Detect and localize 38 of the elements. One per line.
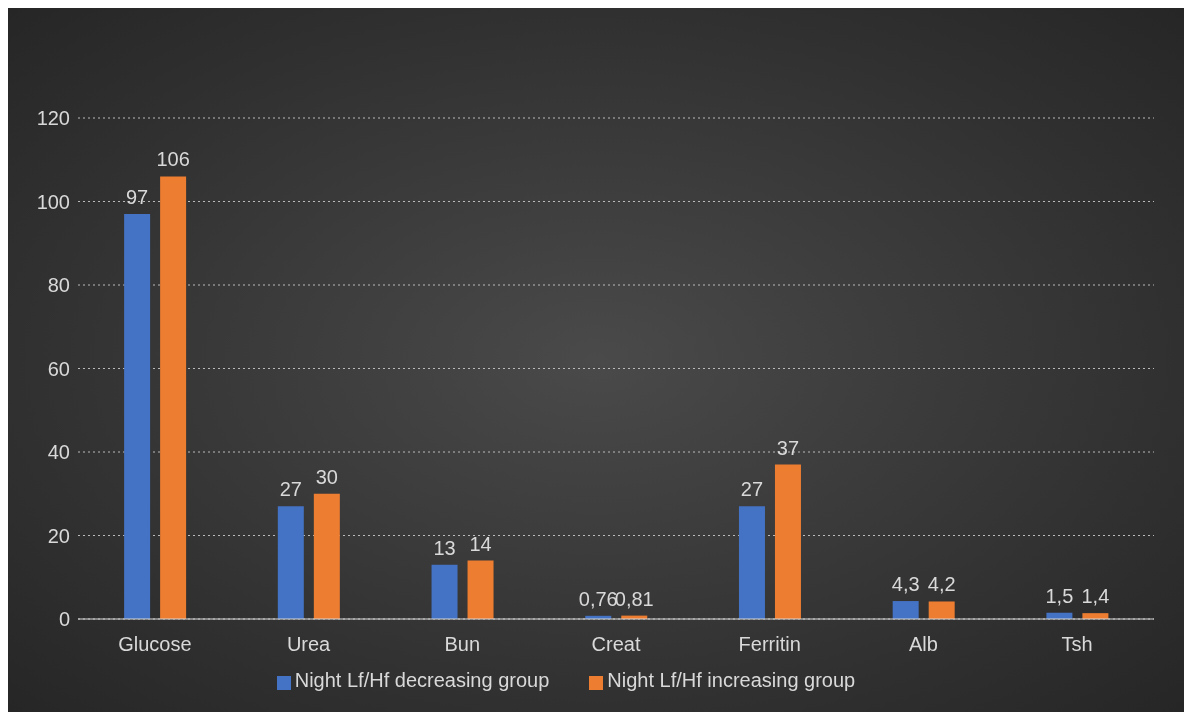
- x-tick-label: Creat: [591, 633, 641, 656]
- y-tick-label: 120: [36, 107, 70, 130]
- y-tick-label: 100: [36, 190, 70, 213]
- bar: [467, 560, 494, 619]
- x-tick-label: Tsh: [1061, 633, 1093, 656]
- data-label: 37: [776, 436, 800, 459]
- x-tick-label: Alb: [908, 633, 938, 656]
- bar: [892, 601, 919, 619]
- y-tick-label: 0: [58, 608, 70, 631]
- data-label: 30: [315, 465, 338, 488]
- bar: [277, 506, 304, 619]
- data-label: 14: [469, 532, 492, 555]
- data-label: 4,3: [891, 573, 920, 596]
- bar: [738, 506, 765, 619]
- legend-label: Night Lf/Hf increasing group: [607, 669, 856, 691]
- bar: [774, 464, 801, 619]
- data-label: 1,4: [1081, 585, 1110, 608]
- x-tick-label: Ferritin: [738, 633, 801, 656]
- y-tick-label: 60: [47, 357, 70, 380]
- data-label: 97: [125, 186, 149, 209]
- y-tick-label: 20: [47, 524, 70, 547]
- legend-label: Night Lf/Hf decreasing group: [294, 669, 550, 691]
- data-label: 106: [156, 148, 190, 171]
- data-label: 27: [740, 478, 764, 501]
- data-label: 27: [279, 478, 302, 501]
- data-label: 13: [433, 536, 456, 559]
- data-label: 4,2: [927, 573, 956, 596]
- x-tick-label: Urea: [286, 633, 332, 656]
- y-tick-label: 40: [47, 441, 70, 464]
- bar: [124, 214, 151, 619]
- x-tick-label: Bun: [444, 633, 481, 656]
- bar: [160, 176, 187, 619]
- bar: [928, 601, 955, 619]
- x-tick-label: Glucose: [118, 633, 192, 656]
- bar: [313, 493, 340, 619]
- data-label: 1,5: [1045, 584, 1074, 607]
- y-tick-label: 80: [47, 274, 70, 297]
- bar: [431, 564, 458, 619]
